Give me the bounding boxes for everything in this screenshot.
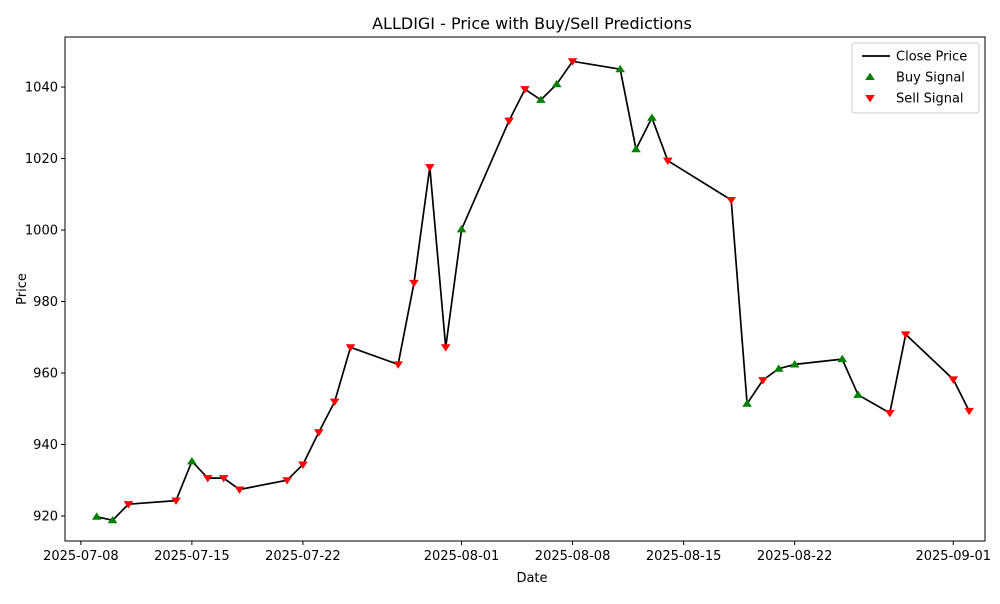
- sell-signal-marker: [298, 461, 308, 469]
- buy-signal-marker: [615, 64, 625, 73]
- sell-signal-marker: [504, 117, 514, 125]
- y-axis-ticks: 920 940 960 980 1000 1020 1040: [25, 81, 65, 524]
- y-tick-label: 980: [33, 295, 58, 310]
- plot-frame: [64, 36, 986, 542]
- sell-signal-marker: [218, 475, 229, 483]
- sell-signal-marker: [964, 407, 974, 416]
- legend: Close Price Buy Signal Sell Signal: [851, 42, 980, 114]
- buy-signal-marker: [773, 364, 784, 372]
- buy-signal-marker: [456, 224, 467, 233]
- x-tick-label: 2025-08-22: [757, 549, 833, 564]
- x-tick-label: 2025-08-08: [535, 549, 611, 564]
- sell-signal-marker: [202, 475, 213, 483]
- sell-signal-marker: [313, 429, 324, 437]
- sell-signal-marker: [345, 344, 356, 352]
- x-tick-label: 2025-07-22: [265, 549, 341, 564]
- sell-signal-marker: [758, 377, 768, 385]
- legend-label: Sell Signal: [896, 92, 964, 107]
- sell-signal-marker: [948, 376, 959, 384]
- sell-signal-marker: [567, 58, 578, 66]
- buy-signal-marker: [536, 95, 546, 103]
- buy-signal-marker: [631, 144, 641, 153]
- y-tick-label: 1000: [25, 224, 58, 239]
- sell-signal-marker: [440, 344, 451, 352]
- buy-signal-marker: [742, 399, 752, 407]
- x-tick-label: 2025-09-01: [915, 549, 991, 564]
- sell-signal-marker: [393, 361, 403, 369]
- buy-signal-marker: [107, 515, 118, 524]
- sell-signal-marker: [123, 501, 134, 509]
- chart-title: ALLDIGI - Price with Buy/Sell Prediction…: [372, 14, 692, 33]
- legend-label: Buy Signal: [896, 71, 965, 86]
- buy-signal-marker: [853, 390, 863, 398]
- y-tick-label: 940: [33, 438, 58, 453]
- sell-signal-marker: [409, 279, 419, 288]
- y-tick-label: 920: [33, 509, 58, 524]
- sell-signal-marker: [726, 196, 737, 205]
- buy-signal-marker: [789, 360, 800, 368]
- x-axis-label: Date: [516, 571, 547, 586]
- y-tick-label: 1020: [25, 152, 58, 167]
- plot-content: [91, 58, 974, 524]
- legend-sell-signal-swatch: [865, 94, 875, 103]
- sell-signal-marker: [520, 86, 530, 94]
- buy-signal-marker: [647, 113, 657, 121]
- close-price-line: [96, 60, 970, 522]
- buy-signal-marker: [91, 512, 102, 520]
- sell-signal-marker: [900, 331, 911, 339]
- legend-buy-signal-swatch: [865, 72, 875, 81]
- sell-signal-marker: [425, 164, 435, 172]
- legend-box: [851, 42, 980, 114]
- sell-signal-marker: [885, 410, 895, 418]
- buy-signal-marker: [551, 79, 562, 88]
- x-tick-label: 2025-07-08: [43, 549, 119, 564]
- y-tick-label: 960: [33, 367, 58, 382]
- y-tick-label: 1040: [25, 81, 58, 96]
- sell-signal-marker: [329, 398, 340, 406]
- sell-signal-marker: [662, 157, 673, 165]
- buy-signal-marker: [187, 456, 197, 465]
- x-axis-ticks: 2025-07-08 2025-07-15 2025-07-22 2025-08-01…: [43, 541, 991, 564]
- sell-signal-marker: [282, 477, 292, 485]
- sell-signal-marker: [171, 497, 181, 505]
- legend-label: Close Price: [896, 50, 967, 65]
- buy-signal-marker: [837, 354, 848, 363]
- x-tick-label: 2025-07-15: [154, 549, 230, 564]
- y-axis-label: Price: [15, 273, 30, 305]
- x-tick-label: 2025-08-15: [646, 549, 722, 564]
- x-tick-label: 2025-08-01: [424, 549, 500, 564]
- sell-signal-marker: [234, 486, 245, 494]
